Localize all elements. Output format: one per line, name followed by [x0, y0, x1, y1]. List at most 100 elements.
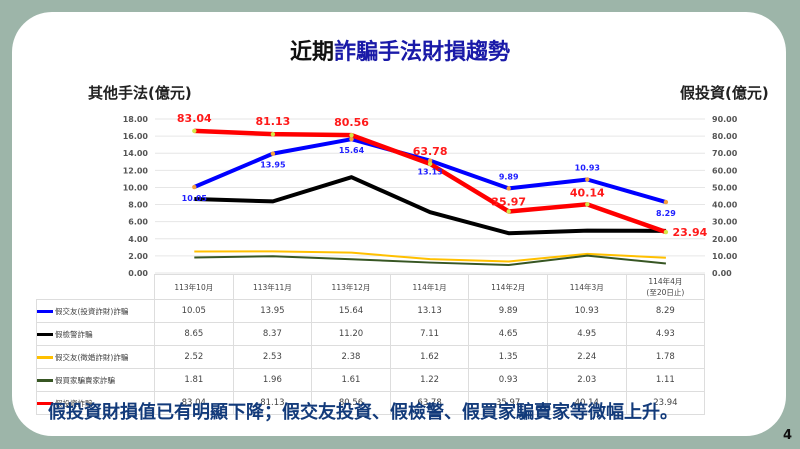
summary-text: 假投資財損值已有明顯下降；假交友投資、假檢警、假買家騙賣家等微幅上升。 [48, 402, 678, 423]
table-cell: 10.93 [546, 299, 627, 323]
left-tick-label: 4.00 [128, 235, 148, 244]
data-point-marker [506, 186, 511, 191]
table-cell: 13.13 [389, 299, 470, 323]
right-tick-label: 40.00 [712, 201, 738, 210]
table-cell: 1.78 [625, 345, 706, 369]
left-tick-label: 10.00 [123, 183, 149, 192]
right-tick-label: 30.00 [712, 218, 738, 227]
category-header: 113年12月 [311, 274, 391, 300]
data-point-marker [192, 184, 197, 190]
table-row: 假投資詐騙 83.04 81.13 80.56 63.78 35.97 40.14 23.94 [36, 391, 706, 415]
data-point-marker [663, 229, 669, 235]
data-point-marker [349, 132, 354, 138]
table-cell: 1.96 [232, 368, 313, 392]
right-tick-label: 20.00 [712, 235, 738, 244]
data-point-marker [427, 158, 433, 163]
data-label: 10.05 [182, 194, 208, 203]
table-cell: 2.52 [154, 345, 234, 369]
data-point-marker [663, 199, 669, 205]
empty-cell [37, 275, 155, 300]
table-cell: 4.65 [468, 322, 548, 346]
left-tick-label: 6.00 [128, 218, 148, 227]
table-cell: 0.93 [468, 368, 548, 392]
table-header-row: 113年10月 113年11月 113年12月 114年1月 114年2月 114年3月 1… [37, 274, 706, 300]
table-row: 假檢警詐騙 8.65 8.37 11.20 7.11 4.65 4.95 4.93 [36, 322, 706, 346]
data-label: 81.13 [256, 115, 291, 128]
left-tick-label: 12.00 [123, 166, 149, 175]
data-point-marker [585, 177, 590, 182]
right-tick-label: 0.00 [712, 269, 732, 278]
series-line-1 [194, 175, 666, 236]
table-cell: 4.95 [546, 322, 627, 346]
data-table: 113年10月 113年11月 113年12月 114年1月 114年2月 114年3月 1… [36, 274, 706, 415]
legend-entry: 假買家騙賣家詐騙 [36, 368, 155, 392]
left-axis-title: 其他手法(億元) [88, 84, 192, 102]
legend-swatch [37, 310, 53, 313]
slide-title: 近期詐騙手法財損趨勢 [0, 34, 800, 66]
data-label: 10.93 [575, 163, 600, 172]
legend-swatch [37, 333, 53, 336]
data-label: 8.29 [656, 209, 676, 218]
table-cell: 11.20 [311, 322, 391, 346]
category-header: 113年10月 [154, 274, 234, 300]
left-tick-label: 14.00 [123, 149, 149, 158]
table-cell: 80.56 [311, 391, 391, 415]
legend-swatch [37, 356, 53, 359]
legend-swatch [37, 379, 53, 382]
data-point-marker [270, 131, 276, 137]
table-cell: 7.11 [389, 322, 470, 346]
category-header: 114年2月 [468, 274, 548, 300]
data-label: 23.94 [673, 226, 708, 239]
data-point-marker [270, 151, 276, 156]
data-point-marker [506, 209, 511, 214]
series-line-3 [194, 254, 666, 267]
data-label: 35.97 [491, 195, 526, 208]
table-row: 假買家騙賣家詐騙 1.81 1.96 1.61 1.22 0.93 2.03 1.11 [36, 368, 706, 392]
table-cell: 1.81 [154, 368, 234, 392]
left-tick-label: 16.00 [123, 132, 149, 141]
right-tick-label: 10.00 [712, 252, 738, 261]
table-row: 假交友(徵婚詐財)詐騙 2.52 2.53 2.38 1.62 1.35 2.24 1.78 [36, 345, 706, 369]
data-point-marker [349, 136, 354, 142]
data-point-marker [192, 128, 197, 134]
table-cell: 15.64 [311, 299, 391, 323]
data-label: 13.95 [260, 161, 286, 170]
table-cell: 8.37 [232, 322, 313, 346]
page-number: 4 [782, 428, 792, 443]
table-cell: 2.53 [232, 345, 313, 369]
table-cell: 1.62 [389, 345, 470, 369]
data-label: 13.13 [417, 168, 442, 177]
legend-entry: 假交友(投資詐財)詐騙 [36, 299, 155, 323]
left-tick-label: 2.00 [128, 252, 148, 261]
right-axis-title: 假投資(億元) [680, 84, 769, 102]
table-cell: 8.65 [154, 322, 234, 346]
category-header: 114年1月 [389, 274, 470, 300]
category-header: 114年4月 (至20日止) [625, 274, 706, 300]
table-cell: 1.11 [625, 368, 706, 392]
title-black-part: 近期 [289, 40, 334, 65]
table-cell: 2.24 [546, 345, 627, 369]
data-label: 40.14 [570, 186, 605, 199]
left-tick-label: 18.00 [123, 115, 149, 124]
data-label: 15.64 [339, 146, 365, 155]
data-point-marker [585, 202, 590, 207]
right-tick-label: 90.00 [712, 115, 738, 124]
title-blue-part: 詐騙手法財損趨勢 [334, 40, 511, 65]
legend-entry: 假交友(徵婚詐財)詐騙 [36, 345, 155, 369]
table-cell: 9.89 [468, 299, 548, 323]
series-line-2 [194, 250, 666, 263]
table-cell: 1.22 [389, 368, 470, 392]
table-row: 假交友(投資詐財)詐騙 10.05 13.95 15.64 13.13 9.89 10.93… [36, 299, 706, 323]
right-tick-label: 70.00 [712, 149, 738, 158]
table-cell: 13.95 [232, 299, 313, 323]
table-cell: 63.78 [389, 391, 470, 415]
data-label: 9.89 [499, 172, 519, 181]
table-cell: 8.29 [625, 299, 706, 323]
table-cell: 4.93 [625, 322, 706, 346]
table-cell: 35.97 [468, 391, 548, 415]
table-cell: 2.03 [546, 368, 627, 392]
data-label: 80.56 [334, 116, 369, 129]
data-label: 63.78 [413, 145, 448, 158]
data-point-marker [427, 161, 433, 167]
table-cell: 10.05 [154, 299, 234, 323]
